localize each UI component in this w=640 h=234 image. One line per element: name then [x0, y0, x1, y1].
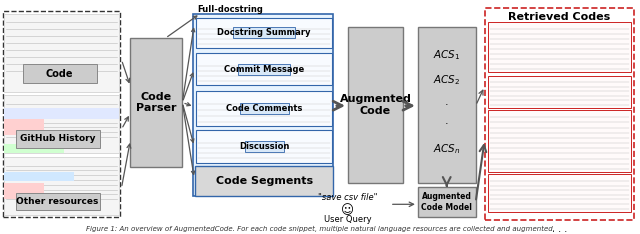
- Bar: [4, 108, 120, 119]
- Bar: [3, 11, 120, 217]
- Text: Discussion: Discussion: [239, 142, 289, 151]
- Text: GitHub History: GitHub History: [20, 134, 95, 143]
- Bar: [418, 27, 476, 183]
- Bar: [4, 183, 44, 199]
- Text: Code Segments: Code Segments: [216, 176, 313, 186]
- Text: Commit Message: Commit Message: [224, 65, 304, 74]
- Bar: [193, 14, 333, 196]
- Bar: [240, 103, 289, 114]
- Bar: [22, 64, 97, 83]
- Bar: [488, 76, 631, 108]
- Text: Figure 1: An overview of AugmentedCode. For each code snippet, multiple natural : Figure 1: An overview of AugmentedCode. …: [86, 226, 554, 232]
- Text: "save csv file": "save csv file": [318, 193, 378, 202]
- Bar: [348, 27, 403, 183]
- Bar: [4, 119, 44, 135]
- Text: Full-docstring: Full-docstring: [197, 5, 263, 14]
- Text: ☺: ☺: [341, 204, 355, 217]
- Bar: [195, 166, 333, 196]
- Text: Docstring Summary: Docstring Summary: [218, 28, 311, 37]
- Bar: [4, 144, 63, 153]
- Bar: [244, 141, 284, 152]
- Text: .: .: [445, 116, 449, 126]
- Bar: [488, 22, 631, 73]
- Text: Code: Code: [46, 69, 74, 79]
- Bar: [196, 53, 332, 85]
- Text: Code
Parser: Code Parser: [136, 92, 177, 113]
- Bar: [4, 172, 74, 181]
- Bar: [238, 64, 290, 75]
- Text: Augmented
Code: Augmented Code: [339, 94, 412, 116]
- Text: Retrieved Codes: Retrieved Codes: [508, 12, 611, 22]
- Text: $ACS_2$: $ACS_2$: [433, 73, 460, 87]
- Text: Code Comments: Code Comments: [226, 104, 302, 113]
- Bar: [4, 157, 120, 215]
- Bar: [4, 95, 120, 153]
- Text: $ACS_1$: $ACS_1$: [433, 48, 460, 62]
- Bar: [4, 14, 120, 92]
- Bar: [15, 130, 100, 147]
- Text: User Query: User Query: [324, 215, 372, 224]
- Bar: [233, 27, 295, 38]
- Bar: [484, 8, 634, 220]
- Bar: [15, 193, 100, 210]
- Text: . . .: . . .: [552, 224, 567, 234]
- Text: Other resources: Other resources: [17, 197, 99, 206]
- Bar: [131, 38, 182, 167]
- Bar: [196, 130, 332, 162]
- Text: .: .: [445, 97, 449, 107]
- Text: $ACS_n$: $ACS_n$: [433, 142, 461, 156]
- Bar: [196, 91, 332, 126]
- Text: Augmented
Code Model: Augmented Code Model: [421, 192, 472, 212]
- Bar: [488, 174, 631, 212]
- Bar: [488, 110, 631, 172]
- Bar: [418, 187, 476, 217]
- Bar: [196, 18, 332, 48]
